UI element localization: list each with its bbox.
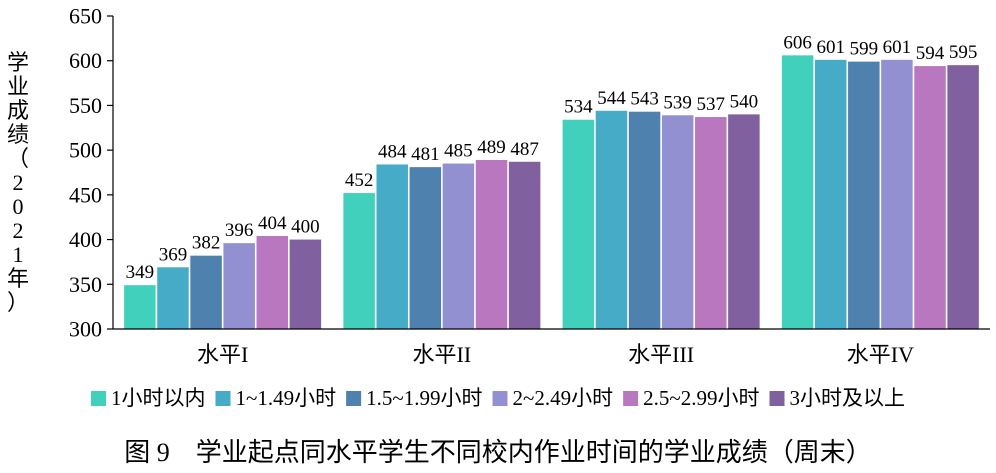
- y-axis-label: 学业成绩（ 2 0 2 1 年）: [7, 50, 29, 315]
- y-axis: 300 350 400 450 500 550 600 650: [69, 4, 114, 342]
- bar-data-label: 489: [477, 137, 506, 158]
- x-tick-label: 水平III: [628, 342, 694, 367]
- x-tick-label: 水平II: [413, 342, 472, 367]
- legend-label: 1小时以内: [111, 386, 206, 410]
- legend-label: 1.5~1.99小时: [366, 386, 482, 410]
- legend-swatch: [215, 391, 231, 406]
- legend-swatch: [346, 391, 362, 406]
- bar: [947, 65, 979, 329]
- y-tick-label: 300: [69, 317, 102, 342]
- bar: [190, 255, 222, 329]
- bar-data-label: 537: [697, 94, 726, 115]
- bar: [595, 110, 628, 330]
- bar: [157, 267, 189, 329]
- bar: [124, 285, 156, 329]
- bar-data-label: 544: [597, 88, 626, 109]
- legend: 1小时以内 1~1.49小时 1.5~1.99小时 2~2.49小时 2.5~2.99小…: [91, 386, 905, 410]
- bar-data-label: 481: [411, 144, 440, 165]
- y-tick-label: 650: [69, 4, 102, 29]
- bar-data-label: 601: [883, 37, 912, 58]
- y-tick-label: 550: [69, 93, 102, 118]
- bars: [124, 55, 979, 330]
- bar-data-label: 382: [192, 233, 221, 254]
- bar: [223, 243, 255, 329]
- bar-data-label: 400: [291, 217, 320, 238]
- bar-data-label: 594: [916, 43, 945, 64]
- bar-data-label: 396: [225, 220, 254, 241]
- bar-data-label: 369: [159, 244, 188, 265]
- legend-swatch: [91, 391, 106, 406]
- legend-swatch: [492, 391, 508, 406]
- bar-data-label: 485: [444, 141, 473, 162]
- x-axis: 水平I 水平II 水平III 水平IV: [113, 328, 990, 367]
- y-axis-title: 学业成绩（ 2 0 2 1 年）: [7, 50, 29, 315]
- bar: [881, 59, 913, 329]
- bar: [695, 117, 727, 329]
- bar-data-label: 540: [730, 91, 759, 112]
- bar: [475, 159, 508, 329]
- bar: [661, 115, 694, 329]
- bar-data-label: 599: [850, 39, 879, 60]
- legend-swatch: [769, 391, 785, 406]
- legend-swatch: [623, 391, 639, 406]
- y-tick-label: 350: [69, 272, 102, 297]
- bar: [289, 239, 322, 329]
- y-tick-label: 400: [69, 227, 102, 252]
- bar-data-label: 349: [126, 262, 155, 283]
- bar-data-label: 487: [510, 139, 539, 160]
- y-tick-label: 600: [69, 48, 102, 73]
- bar-data-label: 534: [564, 97, 593, 118]
- x-tick-label: 水平IV: [847, 342, 914, 367]
- legend-label: 2~2.49小时: [513, 386, 614, 410]
- figure-caption: 图 9 学业起点同水平学生不同校内作业时间的学业成绩（周末）: [124, 438, 872, 467]
- bar: [442, 163, 475, 329]
- bar: [409, 167, 442, 329]
- bar-data-label: 543: [630, 89, 659, 110]
- bar-data-label: 595: [949, 42, 978, 63]
- bar: [508, 161, 541, 329]
- bar-data-label: 484: [378, 141, 407, 162]
- bar: [376, 164, 408, 329]
- legend-label: 1~1.49小时: [236, 386, 337, 410]
- bar: [914, 66, 946, 329]
- bar: [256, 235, 289, 329]
- bar: [814, 59, 847, 329]
- bar: [562, 119, 595, 329]
- bar-data-label: 601: [816, 37, 845, 58]
- bar-data-label: 606: [783, 32, 812, 53]
- legend-label: 2.5~2.99小时: [643, 386, 759, 410]
- legend-label: 3小时及以上: [790, 386, 906, 410]
- bar-data-label: 404: [258, 213, 287, 234]
- bar: [781, 55, 814, 329]
- y-tick-label: 450: [69, 182, 102, 207]
- bar: [628, 111, 661, 329]
- bar-data-label: 452: [345, 170, 374, 191]
- bar-data-label: 539: [663, 92, 692, 113]
- bar: [343, 193, 375, 329]
- y-tick-label: 500: [69, 138, 102, 163]
- x-tick-label: 水平I: [197, 342, 248, 367]
- bar: [848, 61, 880, 329]
- bar: [728, 114, 760, 329]
